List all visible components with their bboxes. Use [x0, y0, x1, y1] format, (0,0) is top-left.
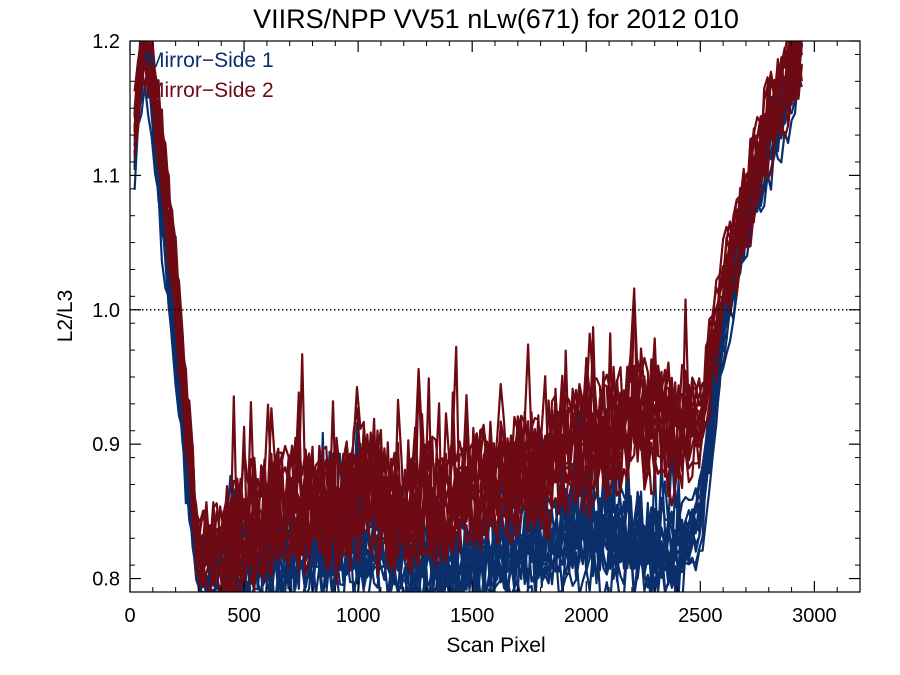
- series-line: [133, 72, 803, 592]
- series-line: [133, 59, 803, 592]
- x-tick-label: 500: [227, 605, 260, 627]
- x-tick-label: 3000: [792, 605, 837, 627]
- legend-entry: Mirror−Side 1: [147, 49, 274, 72]
- series-layer: [133, 41, 803, 592]
- x-tick-label: 0: [124, 605, 135, 627]
- legend-entry: Mirror−Side 2: [147, 79, 274, 102]
- x-tick-label: 2000: [564, 605, 609, 627]
- x-tick-label: 1500: [450, 605, 495, 627]
- axes-layer: 0 500 1000 1500 2000 2500 3000 0.8 0.9 1.0 1.1 1.2: [92, 31, 861, 627]
- x-axis-label: Scan Pixel: [446, 634, 545, 657]
- y-tick-label: 1.2: [92, 31, 120, 53]
- series-2: [133, 41, 803, 592]
- y-tick-label: 0.8: [92, 569, 120, 591]
- y-axis-label: L2/L3: [54, 290, 77, 343]
- legend: Mirror−Side 1 Mirror−Side 2: [147, 49, 274, 102]
- series-line: [133, 41, 803, 583]
- x-tick-label: 2500: [678, 605, 723, 627]
- y-tick-label: 1.1: [92, 165, 120, 187]
- x-tick-label: 1000: [336, 605, 381, 627]
- y-tick-label: 0.9: [92, 434, 120, 456]
- chart-title: VIIRS/NPP VV51 nLw(671) for 2012 010: [253, 4, 739, 34]
- y-tick-label: 1.0: [92, 300, 120, 322]
